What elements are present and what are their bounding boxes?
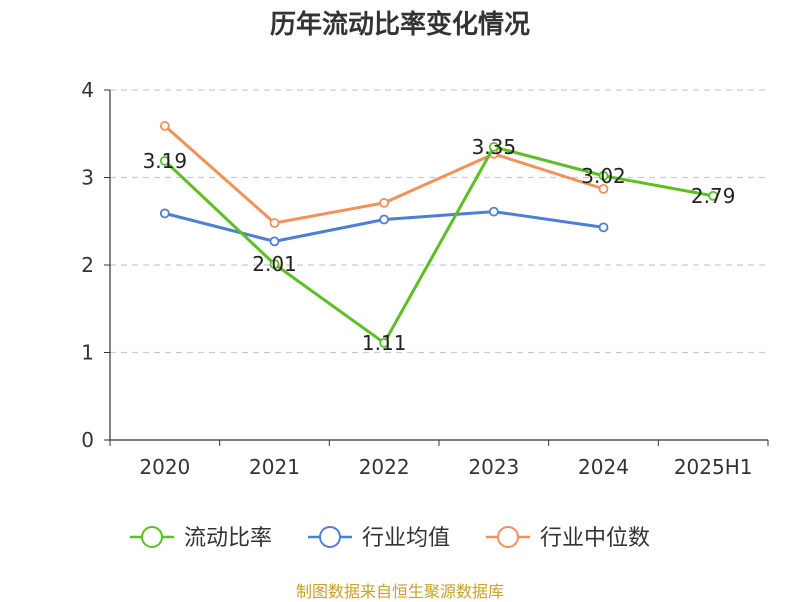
x-tick-label: 2025H1 [674, 455, 753, 479]
y-tick-label: 4 [81, 78, 94, 102]
x-tick-label: 2022 [359, 455, 410, 479]
series-line-3 [163, 124, 604, 225]
y-tick-label: 1 [81, 341, 94, 365]
y-tick-label: 2 [81, 253, 94, 277]
x-tick-label: 2020 [139, 455, 190, 479]
series-line-1 [163, 145, 714, 345]
data-point[interactable] [598, 170, 609, 181]
data-label: 3.02 [581, 164, 626, 188]
legend-marker-1 [141, 526, 163, 548]
data-point[interactable] [379, 214, 390, 225]
data-label: 2.01 [252, 252, 297, 276]
source-note: 制图数据来自恒生聚源数据库 [295, 582, 504, 601]
data-label: 2.79 [691, 184, 736, 208]
data-point[interactable] [159, 155, 170, 166]
x-tick-label: 2024 [578, 455, 629, 479]
data-label: 1.11 [362, 331, 407, 355]
data-label: 3.35 [472, 135, 517, 159]
legend-marker-3 [497, 526, 519, 548]
data-point[interactable] [488, 206, 499, 217]
legend-label-1[interactable]: 流动比率 [184, 526, 272, 551]
data-point[interactable] [269, 236, 280, 247]
x-tick-label: 2023 [468, 455, 519, 479]
data-point[interactable] [379, 197, 390, 208]
y-tick-label: 0 [81, 428, 94, 452]
data-point[interactable] [159, 120, 170, 131]
data-point[interactable] [488, 141, 499, 152]
data-point[interactable] [379, 337, 390, 348]
data-point[interactable] [269, 218, 280, 228]
data-label: 3.19 [143, 149, 188, 173]
legend-marker-2 [319, 526, 341, 548]
data-point[interactable] [159, 208, 170, 219]
data-point[interactable] [269, 259, 280, 270]
y-tick-label: 3 [81, 166, 94, 190]
data-point[interactable] [708, 190, 719, 201]
chart-title: 历年流动比率变化情况 [269, 10, 530, 40]
legend-label-2[interactable]: 行业均值 [362, 526, 450, 551]
data-point[interactable] [598, 183, 609, 194]
x-tick-label: 2021 [249, 455, 300, 479]
data-point[interactable] [598, 222, 609, 233]
legend-label-3[interactable]: 行业中位数 [540, 526, 650, 551]
